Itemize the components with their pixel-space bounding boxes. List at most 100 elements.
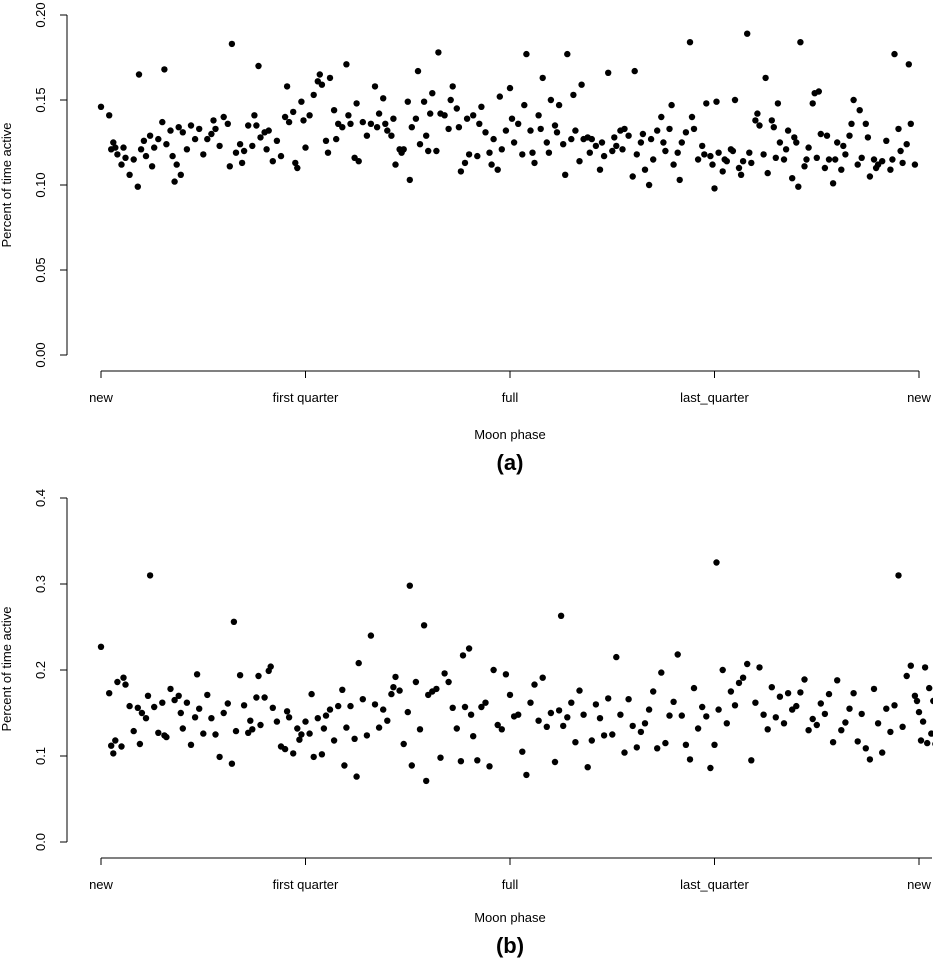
data-point (547, 96, 555, 104)
data-point (737, 171, 745, 178)
data-point (183, 146, 191, 153)
data-point (151, 144, 158, 151)
data-point (856, 107, 863, 114)
data-point (719, 168, 726, 175)
data-point (545, 149, 553, 156)
data-point (445, 678, 452, 686)
data-point (126, 702, 133, 710)
data-point (776, 139, 784, 146)
data-point (146, 132, 154, 139)
data-point (404, 98, 411, 105)
data-points (97, 559, 933, 785)
data-point (919, 718, 927, 725)
data-point (155, 729, 162, 736)
data-point (496, 93, 503, 100)
data-point (883, 137, 890, 144)
data-point (774, 100, 782, 107)
data-point (739, 158, 747, 165)
data-point (228, 40, 236, 48)
data-point (588, 737, 595, 744)
y-tick-label: 0.1 (33, 747, 48, 765)
data-point (298, 731, 305, 738)
data-point (502, 127, 510, 134)
data-point (406, 176, 413, 184)
data-point (359, 118, 366, 126)
data-point (678, 712, 685, 719)
data-point (476, 120, 483, 128)
data-point (204, 135, 211, 143)
data-point (400, 740, 407, 748)
data-point (371, 83, 379, 90)
data-point (694, 725, 702, 732)
data-point (568, 699, 575, 706)
data-point (609, 147, 616, 155)
data-point (780, 156, 788, 163)
data-point (572, 739, 579, 746)
data-point (482, 699, 489, 706)
data-point (322, 712, 330, 719)
data-point (230, 618, 238, 625)
data-point (330, 737, 338, 744)
y-axis-title: Percent of time active (0, 607, 14, 732)
data-point (498, 726, 505, 733)
data-point (686, 756, 694, 763)
data-point (911, 692, 919, 699)
data-point (433, 147, 440, 155)
data-point (621, 125, 628, 133)
x-tick-label: full (502, 877, 519, 892)
x-tick-label: full (502, 390, 519, 405)
data-point (654, 745, 661, 752)
data-point (629, 722, 636, 730)
data-point (834, 677, 841, 684)
data-point (253, 694, 260, 701)
data-point (557, 612, 565, 619)
data-point (412, 115, 420, 122)
data-point (494, 166, 501, 173)
data-point (159, 118, 166, 126)
data-point (762, 74, 769, 82)
data-point (459, 652, 467, 659)
data-point (701, 151, 708, 158)
data-point (641, 166, 649, 173)
data-point (531, 159, 538, 167)
data-point (408, 124, 415, 131)
data-point (668, 101, 675, 109)
data-point (247, 717, 254, 724)
data-point (592, 142, 600, 150)
data-point (210, 117, 217, 124)
data-point (723, 158, 730, 165)
data-point (823, 132, 831, 139)
data-point (249, 726, 256, 733)
data-point (308, 690, 315, 698)
data-point (179, 129, 186, 136)
data-point (930, 697, 933, 705)
data-point (465, 645, 473, 652)
data-point (463, 115, 471, 122)
data-point (330, 107, 338, 114)
data-point (529, 149, 536, 156)
data-points (97, 30, 919, 192)
data-point (425, 147, 432, 155)
data-point (613, 653, 620, 661)
data-point (842, 151, 849, 158)
data-point (678, 139, 685, 146)
data-point (543, 723, 550, 730)
data-point (433, 685, 440, 693)
data-point (196, 125, 203, 133)
data-point (191, 135, 199, 143)
data-point (797, 39, 804, 46)
data-point (699, 142, 706, 150)
data-point (809, 715, 816, 723)
data-point (903, 141, 910, 148)
data-point (801, 676, 808, 683)
data-point (666, 712, 673, 719)
data-point (555, 707, 563, 714)
data-point (793, 139, 800, 146)
data-point (637, 728, 645, 736)
data-point (580, 711, 587, 718)
data-point (527, 699, 534, 706)
data-point (388, 132, 395, 139)
data-point (508, 115, 516, 122)
data-point (670, 161, 677, 168)
data-point (928, 730, 933, 737)
